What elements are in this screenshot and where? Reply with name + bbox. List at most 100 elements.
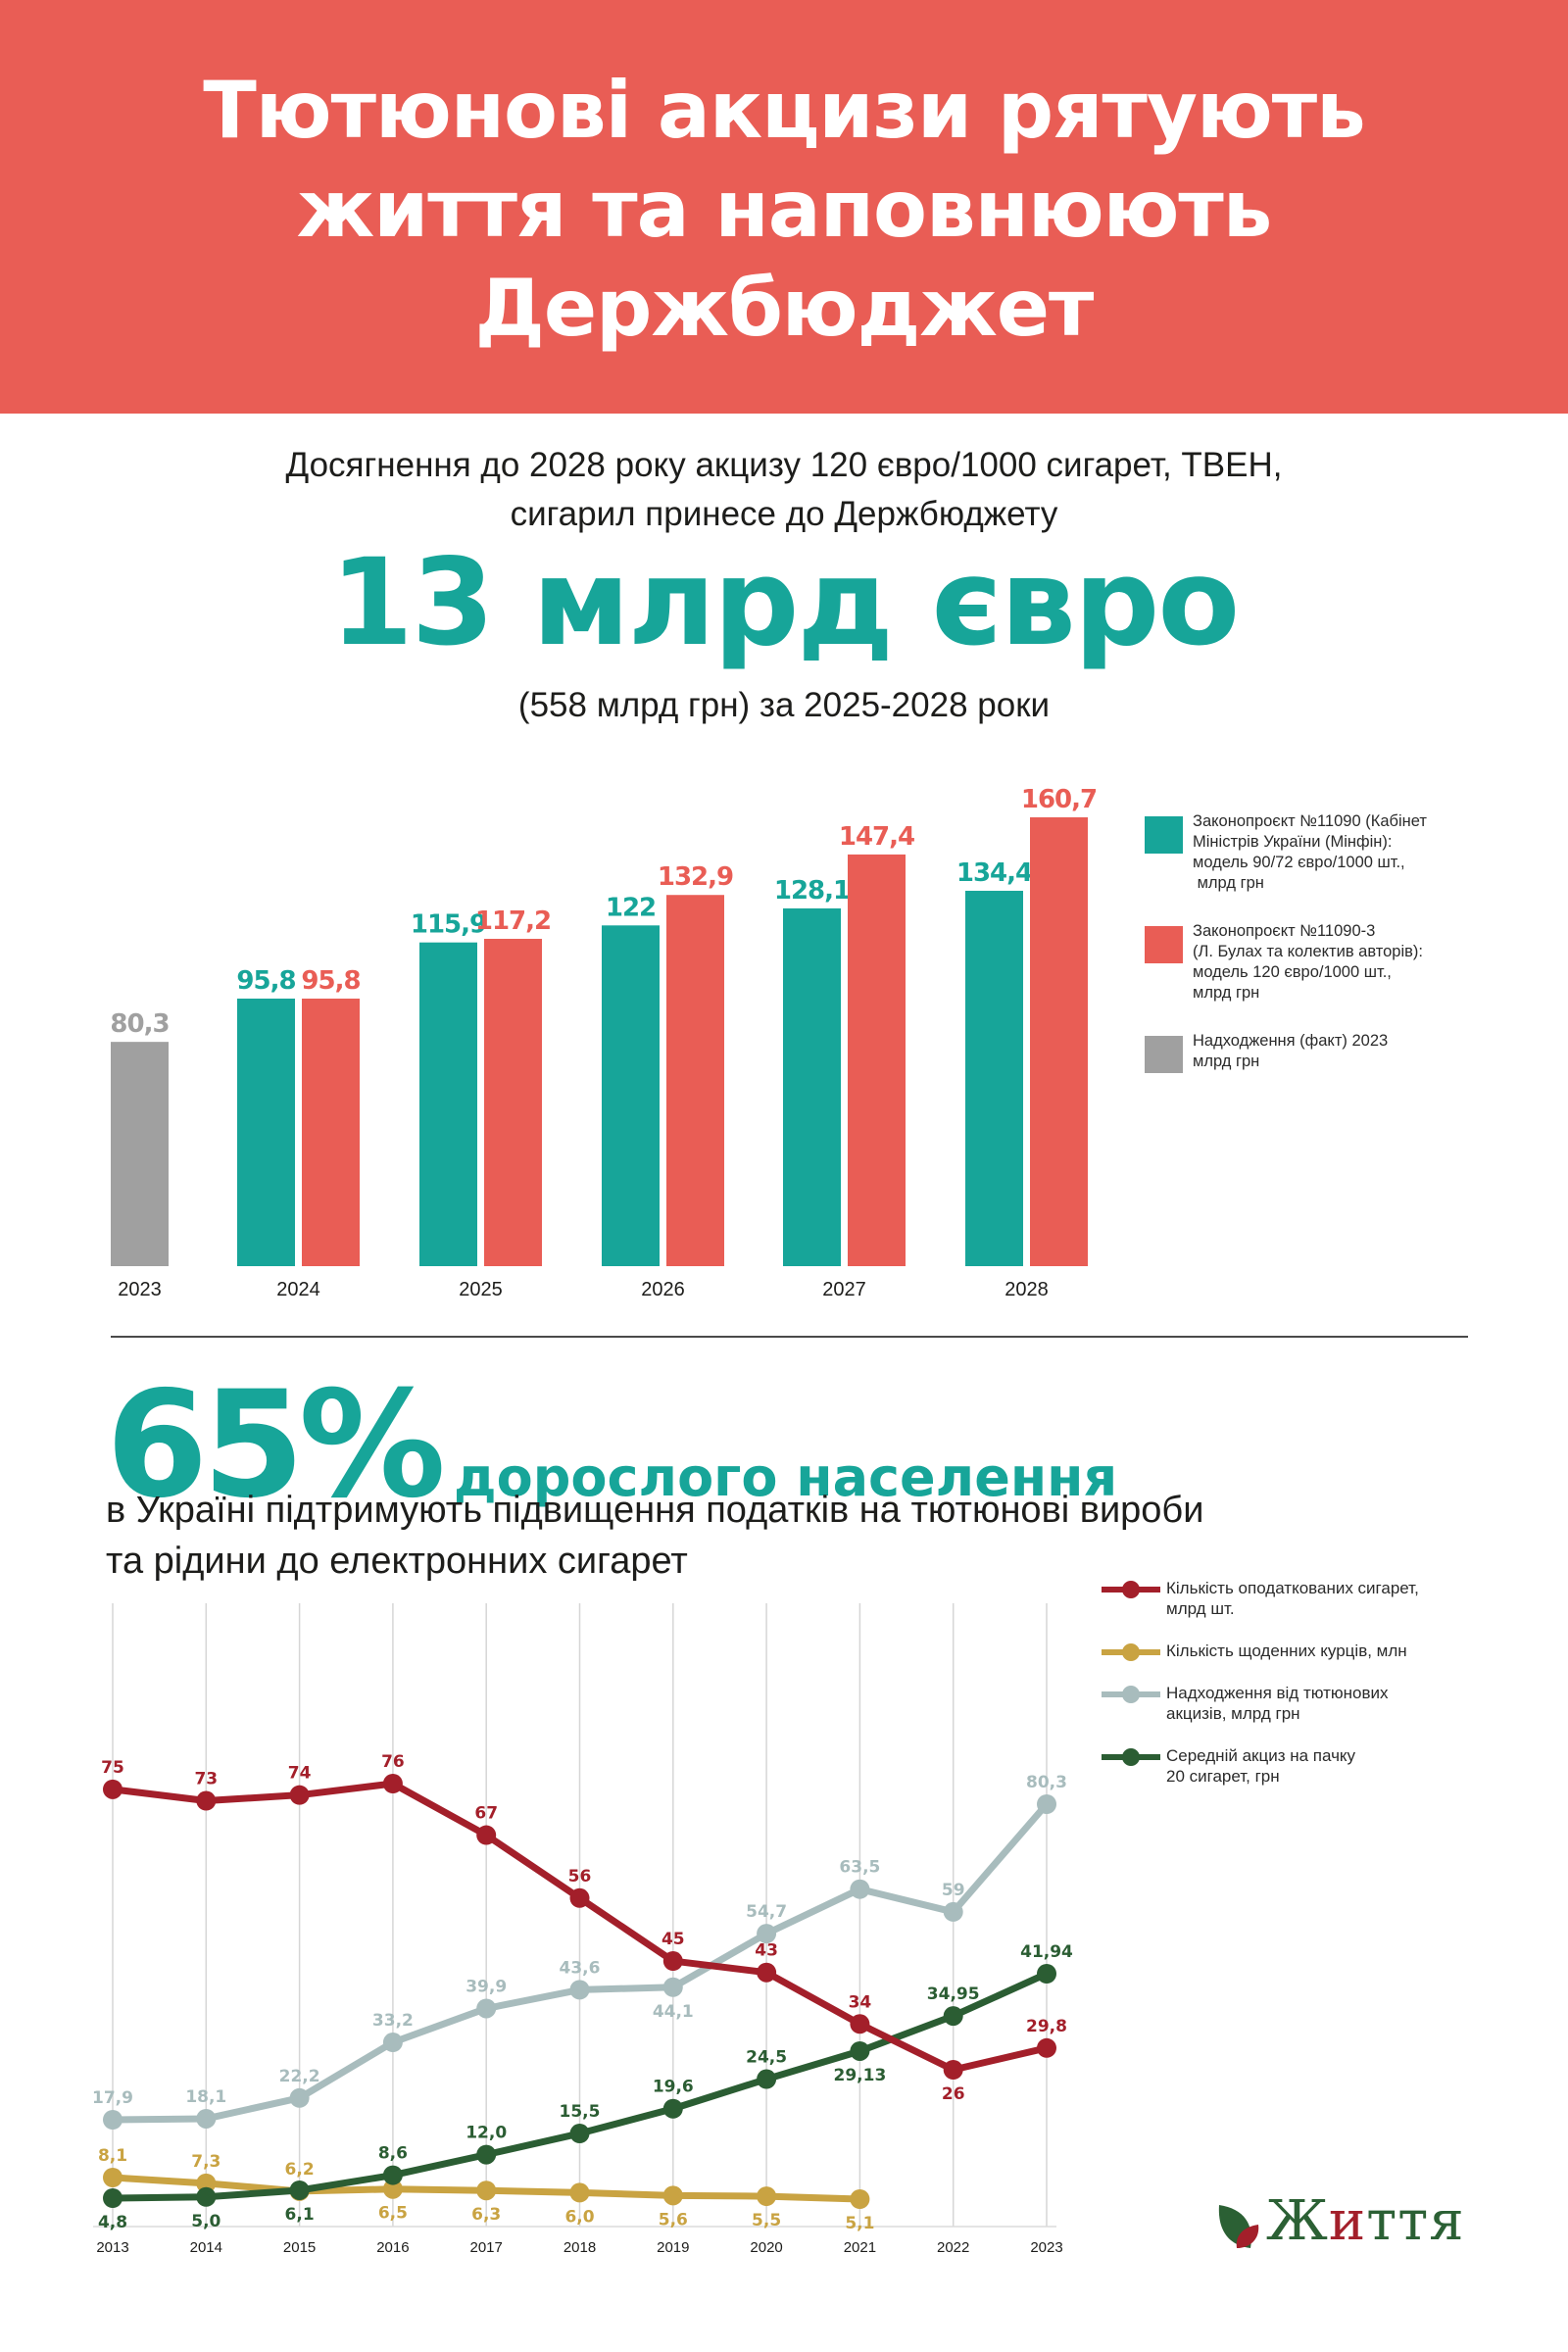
bar-value-label: 115,9 [411,910,486,940]
data-label: 22,2 [279,2067,320,2086]
legend-text: млрд шт. [1166,1599,1235,1618]
bar-value-label: 128,1 [774,876,850,906]
legend-item-revenue: Надходження від тютюнових акцизів, млрд … [1102,1683,1552,1724]
data-point [757,2069,777,2089]
legend-item-smokers: Кількість щоденних курців, млн [1102,1641,1552,1661]
data-point [196,2186,217,2207]
x-tick-label: 2025 [459,1279,503,1300]
legend-text: Міністрів України (Мінфін): [1193,833,1393,851]
legend-text: (Л. Булах та колектив авторів): [1193,943,1423,960]
data-point [569,1980,590,2000]
bar-value-label: 132,9 [658,862,733,892]
data-point [103,2188,122,2208]
data-label: 17,9 [92,2088,133,2108]
x-tick-label: 2026 [641,1279,685,1300]
data-point [850,1879,870,1899]
x-tick-label: 2018 [564,2239,596,2256]
data-point [757,1924,777,1944]
data-point [196,1790,217,1811]
x-tick-label: 2017 [470,2239,503,2256]
legend-text: модель 90/72 євро/1000 шт., [1193,854,1405,871]
data-label: 56 [568,1867,592,1886]
data-label: 63,5 [839,1858,880,1878]
data-point [662,1977,683,1997]
data-label: 80,3 [1026,1773,1067,1792]
x-tick-label: 2019 [657,2239,689,2256]
support-text: в Україні підтримують підвищення податкі… [106,1485,1478,1587]
data-label: 18,1 [185,2087,226,2107]
data-label: 74 [288,1764,312,1784]
data-label: 6,2 [285,2160,315,2180]
bar [111,1042,169,1266]
x-tick-label: 2020 [750,2239,782,2256]
data-point [569,2182,590,2203]
line-chart-legend: Кількість оподаткованих сигарет, млрд шт… [1102,1578,1552,1787]
data-label: 59 [942,1881,965,1900]
x-tick-label: 2015 [283,2239,316,2256]
data-point [382,2179,403,2199]
legend-line-marker-icon [1102,1581,1160,1598]
bar-value-label: 95,8 [236,966,295,996]
legend-text: модель 120 євро/1000 шт., [1193,963,1392,981]
legend-line-marker-icon [1102,1643,1160,1661]
data-label: 19,6 [653,2078,694,2097]
data-label: 6,3 [471,2205,501,2225]
bar [666,895,724,1266]
data-label: 43,6 [560,1958,601,1978]
data-point [289,2180,310,2200]
legend-item-bulakh: Законопроєкт №11090-3 (Л. Булах та колек… [1145,921,1537,1004]
support-line: в Україні підтримують підвищення податкі… [106,1490,1204,1531]
data-point [382,2033,403,2053]
data-label: 8,1 [98,2146,127,2166]
logo-letters: ття [1366,2189,1465,2253]
data-label: 34 [849,1992,872,2012]
data-point [850,2014,870,2034]
bar-value-label: 160,7 [1021,785,1097,814]
zhyttia-logo: Життя [1215,2189,1480,2260]
section-divider [111,1336,1468,1338]
data-label: 43 [755,1941,778,1961]
x-tick-label: 2027 [822,1279,866,1300]
legend-line-marker-icon [1102,1748,1160,1766]
legend-text: Надходження (факт) 2023 [1193,1032,1389,1050]
data-label: 8,6 [378,2144,408,2164]
data-label: 34,95 [927,1984,980,2004]
legend-swatch [1145,926,1183,963]
x-tick-label: 2022 [937,2239,969,2256]
data-point [103,2168,122,2187]
data-point [476,1998,497,2019]
legend-text: Кількість щоденних курців, млн [1166,1642,1407,1660]
legend-text: 20 сигарет, грн [1166,1767,1280,1786]
data-label: 73 [194,1770,218,1789]
data-label: 5,6 [659,2210,688,2230]
data-label: 15,5 [560,2102,601,2122]
bar [484,938,542,1266]
bar-value-label: 134,4 [956,858,1032,888]
title-line: життя та наповнюють [296,164,1273,255]
data-point [757,1962,777,1983]
bar-value-label: 95,8 [301,966,360,996]
page-title: Тютюнові акцизи рятують життя та наповню… [0,61,1568,358]
data-point [476,1825,497,1845]
data-point [943,2060,963,2080]
data-point [850,2040,870,2061]
title-line: Держбюджет [474,263,1095,354]
bar-value-label: 122 [606,893,656,922]
bar [602,925,660,1266]
title-line: Тютюнові акцизи рятують [203,65,1366,156]
legend-text: млрд грн [1193,1053,1260,1070]
legend-text: Середній акциз на пачку [1166,1746,1356,1765]
data-point [757,2186,777,2207]
data-point [476,2180,497,2201]
legend-text: Надходження від тютюнових [1166,1684,1389,1702]
bar [783,907,841,1266]
data-point [1037,1794,1056,1814]
data-label: 4,8 [98,2213,127,2232]
leaf-icon [1218,2205,1259,2248]
data-label: 54,7 [746,1902,787,1922]
data-label: 75 [101,1758,124,1778]
legend-text: Законопроєкт №11090-3 [1193,922,1376,940]
x-tick-label: 2023 [1030,2239,1062,2256]
data-point [943,1901,963,1922]
